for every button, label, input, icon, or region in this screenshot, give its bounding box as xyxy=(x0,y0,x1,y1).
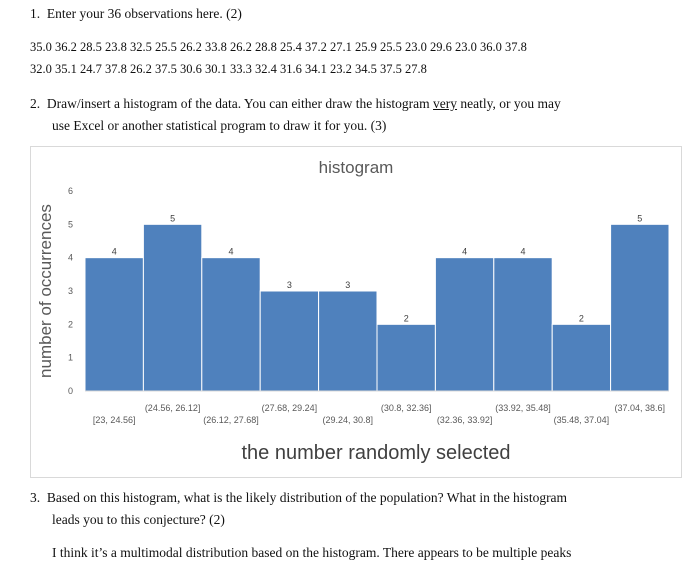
q3-line2: leads you to this conjecture? (2) xyxy=(52,512,225,527)
bar-data-label: 4 xyxy=(228,247,233,257)
x-tick-label: (30.8, 32.36] xyxy=(381,403,432,413)
x-axis-label: the number randomly selected xyxy=(241,442,510,464)
histogram-bar xyxy=(493,257,553,392)
histogram-svg: histogram number of occurrences the number… xyxy=(36,158,670,464)
histogram-bar xyxy=(259,290,320,392)
histogram-bar xyxy=(318,290,378,392)
q2-emphasis: very xyxy=(433,96,458,111)
y-axis-label: number of occurrences xyxy=(36,204,55,378)
x-tick-label: (37.04, 38.6] xyxy=(615,403,666,413)
x-tick-label: (27.68, 29.24] xyxy=(262,403,318,413)
q3: 3. Based on this histogram, what is the … xyxy=(30,490,567,506)
y-tick-label: 4 xyxy=(68,253,73,263)
q3-number: 3. xyxy=(30,490,41,505)
y-tick-label: 5 xyxy=(68,219,73,229)
chart-title: histogram xyxy=(319,158,394,177)
x-tick-label: (33.92, 35.48] xyxy=(495,403,551,413)
x-tick-label: [23, 24.56] xyxy=(93,415,136,425)
x-tick-label: (26.12, 27.68] xyxy=(203,415,259,425)
x-tick-label: (32.36, 33.92] xyxy=(437,415,493,425)
histogram-bar xyxy=(434,257,495,392)
y-tick-label: 2 xyxy=(68,319,73,329)
histogram-bar xyxy=(142,223,203,392)
q1-number: 1. xyxy=(30,6,41,21)
histogram-bar xyxy=(551,323,612,392)
bar-data-label: 4 xyxy=(462,247,467,257)
answer: I think it’s a multimodal distribution b… xyxy=(52,545,572,560)
histogram-chart: histogram number of occurrences the number… xyxy=(30,146,682,478)
q3-text: Based on this histogram, what is the lik… xyxy=(46,490,568,505)
bar-data-label: 4 xyxy=(520,247,525,257)
bar-data-label: 5 xyxy=(637,213,642,223)
q2-number: 2. xyxy=(30,96,41,111)
histogram-bar xyxy=(84,257,144,392)
y-tick-label: 0 xyxy=(68,386,73,396)
histogram-bar xyxy=(201,257,261,392)
bar-data-label: 3 xyxy=(345,280,350,290)
x-tick-label: (24.56, 26.12] xyxy=(145,403,201,413)
y-tick-label: 3 xyxy=(68,286,73,296)
y-tick-label: 1 xyxy=(68,353,73,363)
histogram-bar xyxy=(610,223,670,392)
q2: 2. Draw/insert a histogram of the data. … xyxy=(30,96,561,112)
bar-data-label: 2 xyxy=(579,313,584,323)
x-tick-label: (35.48, 37.04] xyxy=(554,415,610,425)
bar-data-label: 3 xyxy=(287,280,292,290)
q2-text-b: neatly, or you may xyxy=(457,96,561,111)
x-tick-label: (29.24, 30.8] xyxy=(323,415,374,425)
observations-line2: 32.0 35.1 24.7 37.8 26.2 37.5 30.6 30.1 … xyxy=(30,62,427,76)
histogram-bar xyxy=(376,323,436,392)
bar-data-label: 2 xyxy=(404,313,409,323)
q2-line2: use Excel or another statistical program… xyxy=(52,118,387,133)
q1-text: Enter your 36 observations here. (2) xyxy=(46,6,242,21)
q1: 1. Enter your 36 observations here. (2) xyxy=(30,6,242,22)
bar-data-label: 5 xyxy=(170,213,175,223)
bar-data-label: 4 xyxy=(112,247,117,257)
observations-line1: 35.0 36.2 28.5 23.8 32.5 25.5 26.2 33.8 … xyxy=(30,40,527,54)
q2-text: Draw/insert a histogram of the data. You… xyxy=(46,96,434,111)
y-tick-label: 6 xyxy=(68,186,73,196)
